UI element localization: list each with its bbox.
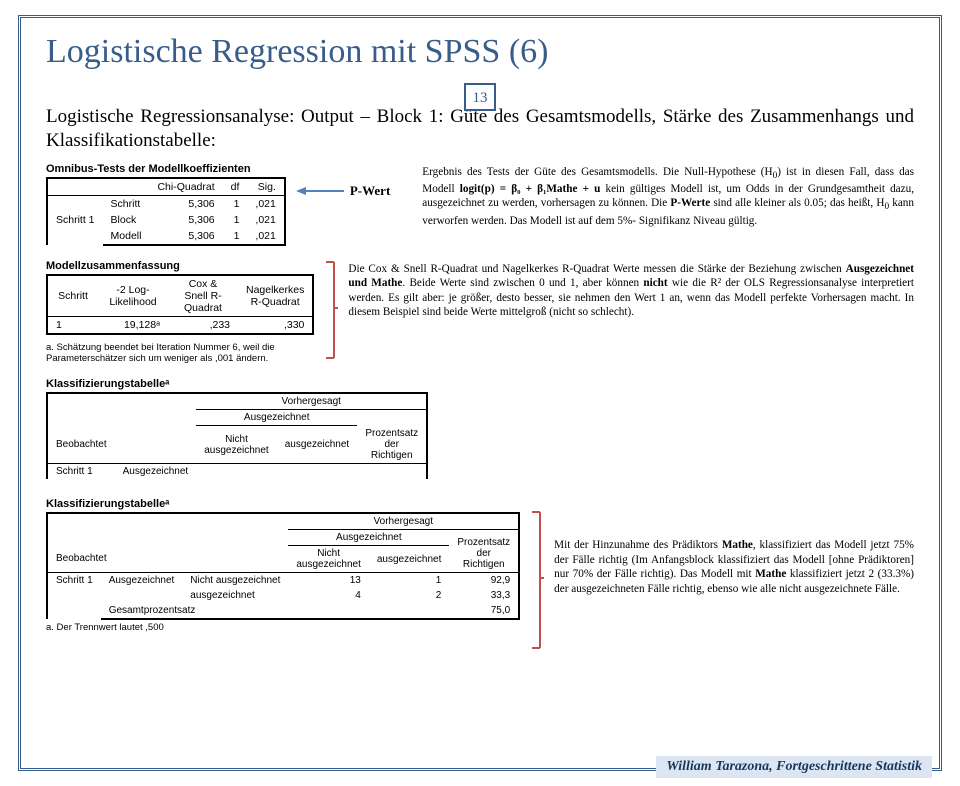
table-row: Gesamtprozentsatz 75,0 xyxy=(47,603,519,619)
paragraph-2: Die Cox & Snell R-Quadrat und Nagelkerke… xyxy=(348,260,914,320)
page-title: Logistische Regression mit SPSS (6) xyxy=(46,33,914,71)
table-row: 1 19,128ᵃ ,233 ,330 xyxy=(48,316,312,333)
paragraph-3: Mit der Hinzunahme des Prädiktors Mathe,… xyxy=(554,498,914,596)
table2-title: Modellzusammenfassung xyxy=(46,260,314,272)
table1-title: Omnibus-Tests der Modellkoeffizienten xyxy=(46,163,286,175)
pwert-label: P-Wert xyxy=(350,183,390,199)
bracket-icon xyxy=(530,510,544,633)
page-number-badge: 13 xyxy=(464,83,496,111)
model-summary-table: Schritt -2 Log-Likelihood Cox & Snell R-… xyxy=(48,276,312,333)
intro-paragraph: Logistische Regressionsanalyse: Output –… xyxy=(46,105,914,153)
footer-credit: William Tarazona, Fortgeschrittene Stati… xyxy=(656,756,932,778)
pwert-arrow: P-Wert xyxy=(296,183,390,199)
table2-footnote: a. Schätzung beendet bei Iteration Numme… xyxy=(46,342,286,365)
table-row: Schritt 1 Ausgezeichnet xyxy=(47,463,427,479)
classification-table: Vorhergesagt Ausgezeichnet Beobachtet Ni… xyxy=(46,392,428,479)
classification-table-b: Vorhergesagt Ausgezeichnet Prozentsatz d… xyxy=(46,512,520,620)
table-row: Schritt 1 Schritt 5,306 1 ,021 xyxy=(47,195,285,212)
table3-footnote: a. Der Trennwert lautet ,500 xyxy=(46,622,286,633)
omnibus-table: Chi-Quadrat df Sig. Schritt 1 Schritt 5,… xyxy=(46,177,286,246)
paragraph-1: Ergebnis des Tests der Güte des Gesamtsm… xyxy=(422,163,914,229)
table3-title-b: Klassifizierungstabelleᵃ xyxy=(46,498,520,510)
table-row: Schritt 1 Ausgezeichnet Nicht ausgezeich… xyxy=(47,573,519,589)
bracket-icon xyxy=(324,260,338,365)
arrow-icon xyxy=(296,185,346,197)
table3-title: Klassifizierungstabelleᵃ xyxy=(46,378,428,390)
